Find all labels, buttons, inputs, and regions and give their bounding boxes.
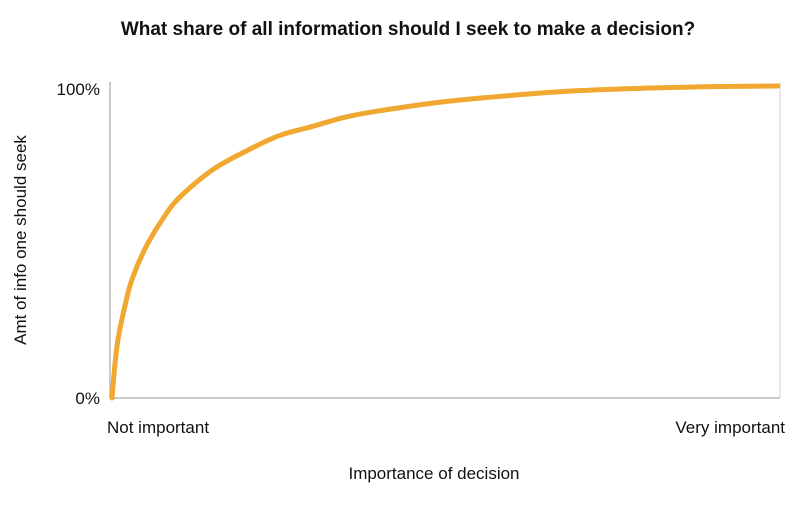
y-tick-label-max: 100% [57, 80, 100, 99]
series-line-0 [109, 83, 781, 401]
series-layer [109, 83, 781, 401]
y-tick-label-min: 0% [75, 389, 100, 408]
chart-title: What share of all information should I s… [121, 19, 695, 40]
x-axis-label: Importance of decision [348, 464, 519, 483]
x-tick-label-min: Not important [107, 418, 209, 437]
x-tick-label-max: Very important [675, 418, 785, 437]
y-axis-label: Amt of info one should seek [11, 135, 30, 345]
